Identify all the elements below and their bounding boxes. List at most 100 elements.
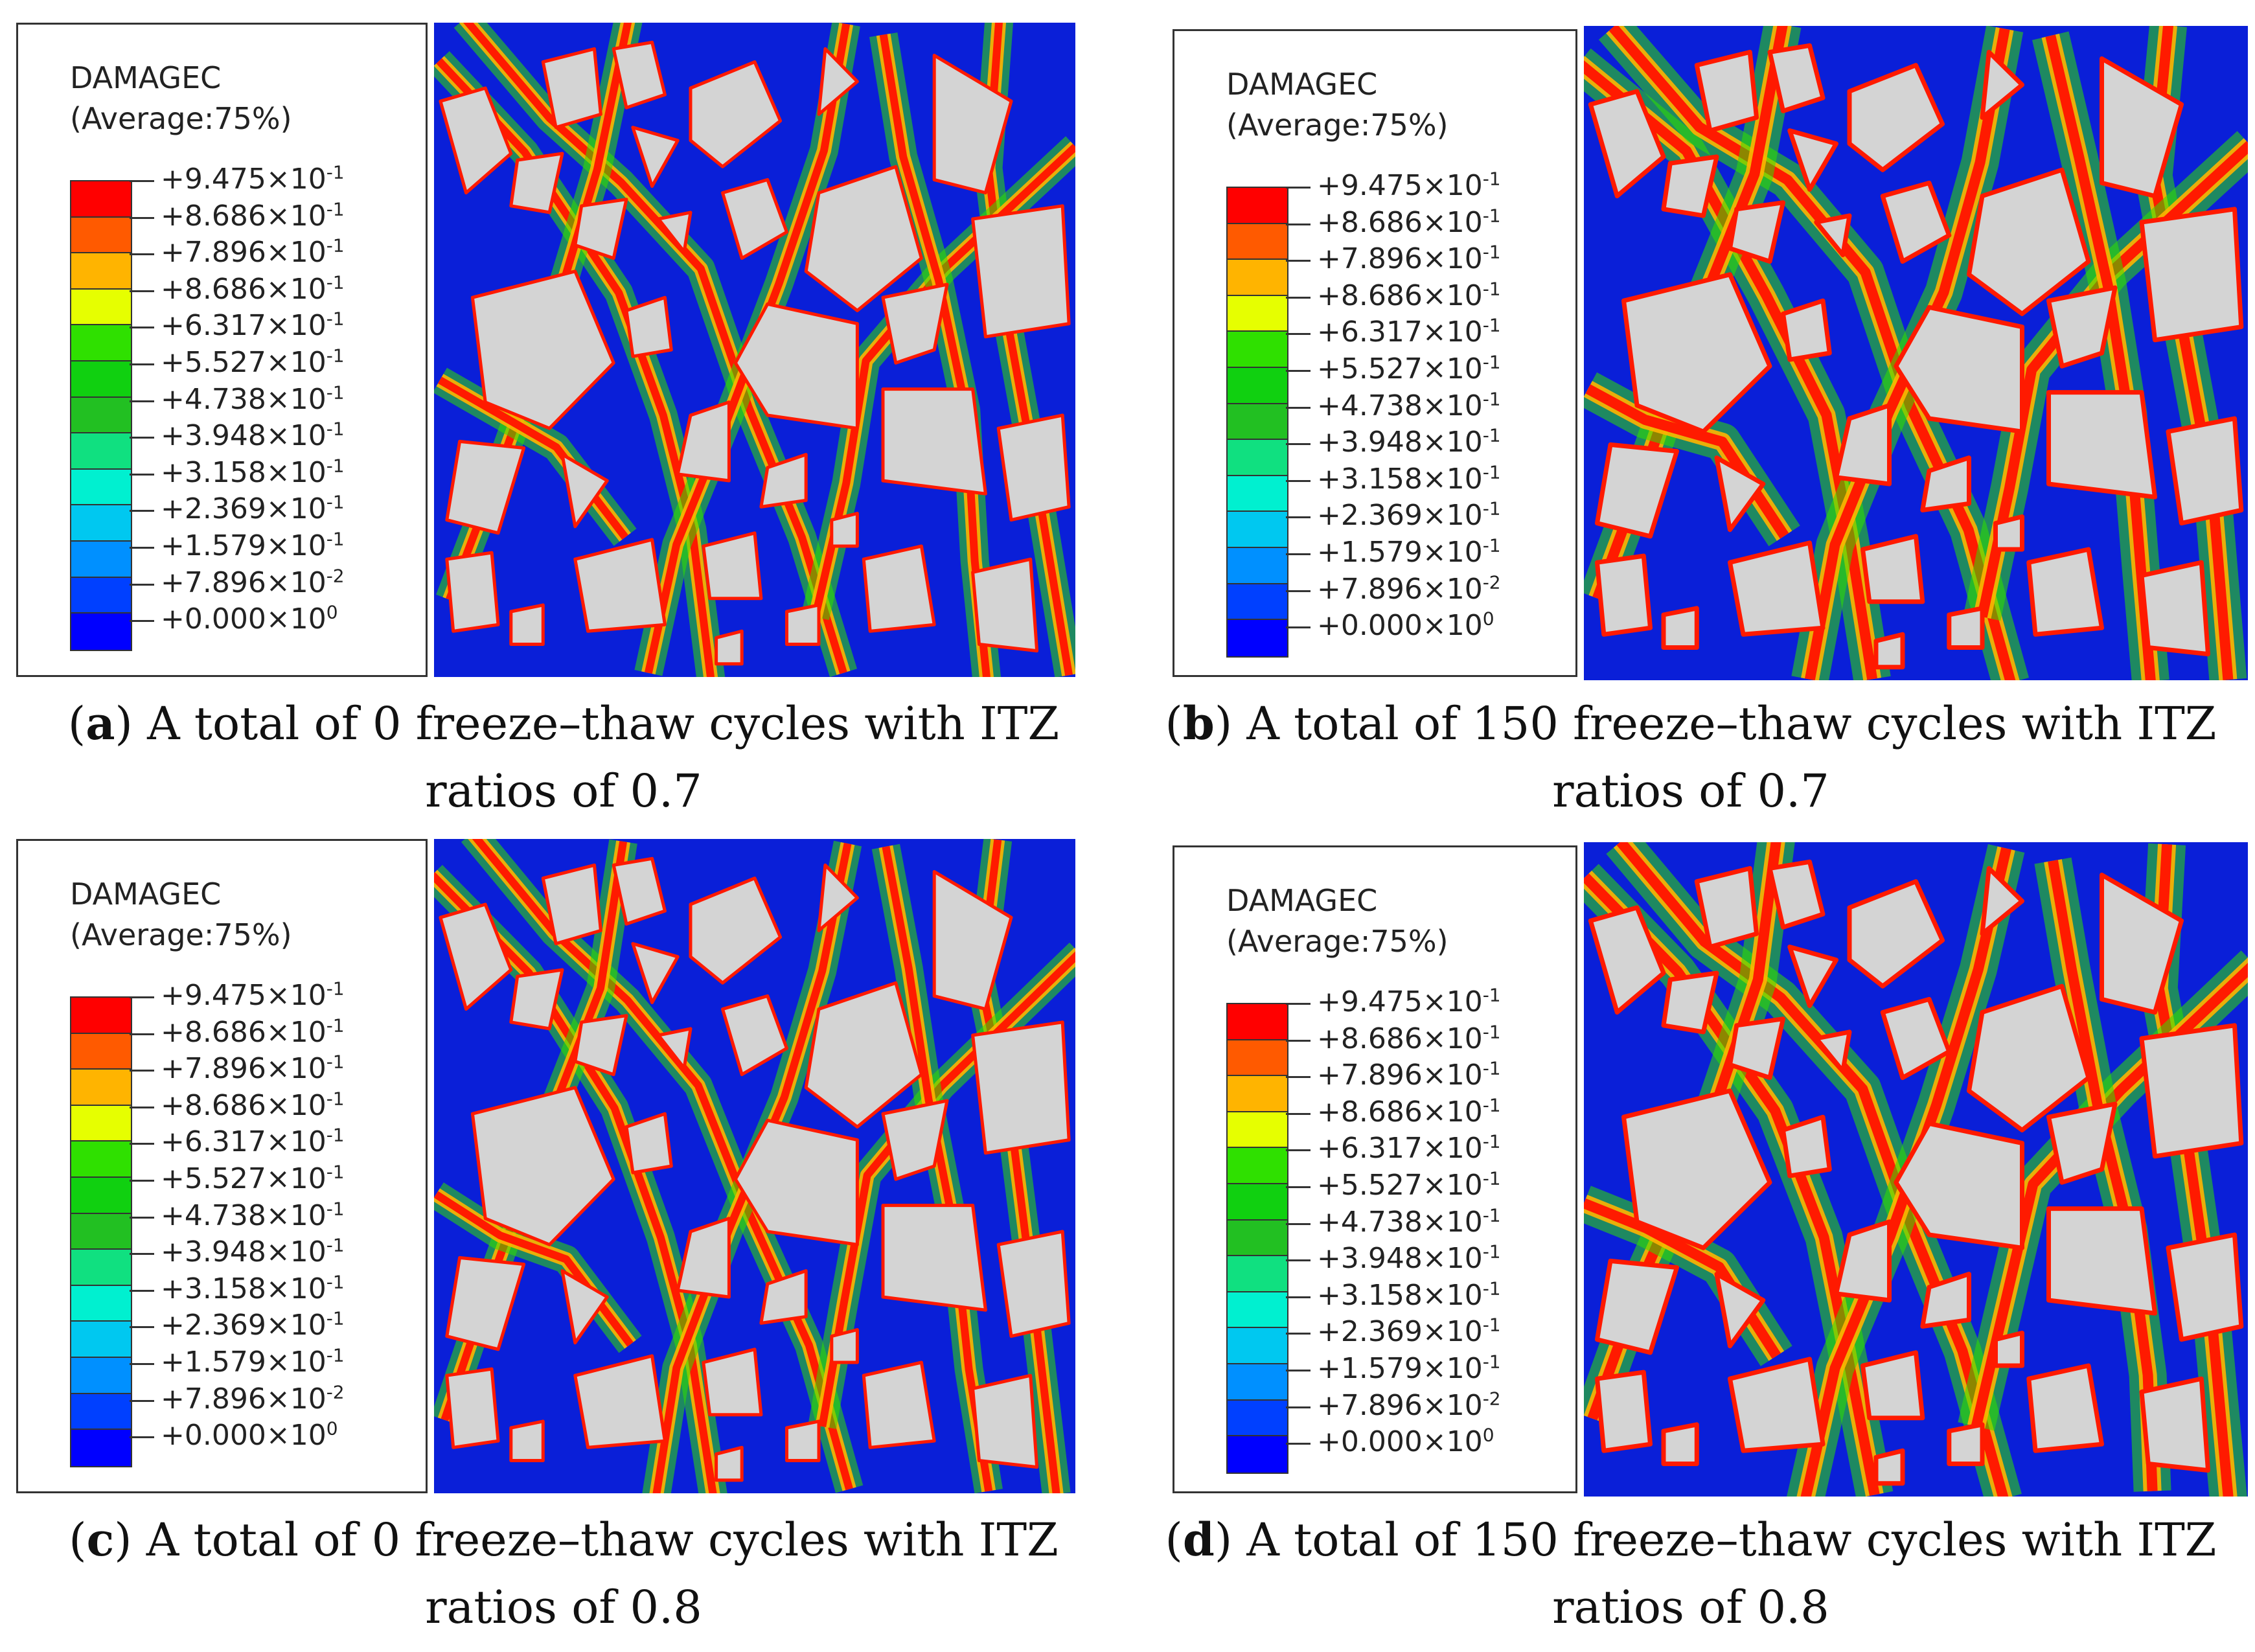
aggregate	[2046, 1206, 2157, 1316]
tick-mantissa: +7.896×10	[161, 1052, 326, 1086]
aggregate	[721, 994, 788, 1077]
aggregate	[971, 557, 1039, 653]
tick-mantissa: +4.738×10	[1317, 389, 1483, 422]
aggregate	[1993, 1331, 2024, 1368]
aggregate	[1621, 272, 1772, 434]
legend-tick: +6.317×10-1	[130, 309, 345, 342]
panel-d: DAMAGEC (Average:75%) +9.475×10-1 +8.686×10…	[1127, 826, 2254, 1652]
aggregate	[2046, 390, 2157, 499]
tick-exponent: -1	[326, 491, 345, 513]
aggregate	[1920, 455, 1971, 512]
aggregate	[2046, 1101, 2118, 1185]
tick-mark	[130, 1289, 154, 1292]
tick-mantissa: +7.896×10	[161, 1382, 326, 1416]
tick-mark	[130, 1033, 154, 1035]
tick-label: +6.317×10-1	[161, 309, 345, 342]
color-swatch	[71, 325, 131, 361]
tick-mark	[1286, 1003, 1311, 1005]
tick-label: +3.948×10-1	[1317, 426, 1501, 459]
legend-tick: +9.475×10-1	[130, 979, 345, 1012]
tick-mantissa: +4.738×10	[1317, 1205, 1483, 1239]
tick-mark	[130, 1216, 154, 1219]
caption-letter: b	[1182, 696, 1215, 750]
color-swatch	[1228, 547, 1287, 584]
tick-exponent: -2	[1482, 571, 1501, 593]
tick-label: +7.896×10-1	[161, 1052, 345, 1085]
tick-mark	[130, 510, 154, 512]
color-swatch	[1228, 1220, 1287, 1257]
aggregate	[1860, 534, 1925, 604]
caption-line-1: (a) A total of 0 freeze–thaw cycles with…	[67, 696, 1060, 750]
aggregate	[804, 981, 923, 1129]
tick-mark	[130, 180, 154, 182]
caption-letter: a	[86, 696, 115, 750]
tick-mantissa: +3.158×10	[1317, 462, 1483, 496]
legend-box: DAMAGEC (Average:75%) +9.475×10-1 +8.686×10…	[16, 23, 428, 677]
tick-mark	[130, 400, 154, 402]
color-swatch	[71, 433, 131, 470]
tick-mantissa: +8.686×10	[1317, 279, 1483, 312]
aggregate	[445, 439, 526, 535]
aggregate	[612, 856, 667, 926]
aggregate	[1595, 442, 1679, 539]
tick-label: +1.579×10-1	[1317, 536, 1501, 569]
tick-exponent: -1	[326, 455, 345, 477]
aggregate	[1967, 167, 2091, 316]
color-swatch	[71, 541, 131, 578]
aggregate	[1787, 945, 1838, 1008]
aggregate	[932, 54, 1013, 195]
tick-exponent: -1	[326, 1234, 345, 1256]
legend-tick: +6.317×10-1	[1286, 315, 1501, 349]
tick-mark	[130, 620, 154, 623]
legend-tick: +7.896×10-2	[130, 566, 345, 599]
aggregate	[573, 538, 667, 633]
aggregate	[689, 877, 783, 985]
tick-mantissa: +8.686×10	[161, 199, 326, 233]
tick-mark	[130, 583, 154, 586]
aggregate	[996, 413, 1071, 522]
tick-label: +4.738×10-1	[1317, 1206, 1501, 1239]
aggregate	[804, 165, 923, 312]
legend-tick: +7.896×10-2	[1286, 573, 1501, 606]
tick-exponent: -1	[326, 1161, 345, 1183]
legend-tick: +8.686×10-1	[130, 1016, 345, 1049]
tick-mantissa: +8.686×10	[161, 272, 326, 306]
tick-label: +1.579×10-1	[161, 1346, 345, 1379]
aggregate	[2166, 416, 2244, 526]
tick-mark	[1286, 1039, 1311, 1042]
tick-mantissa: +0.000×10	[1317, 609, 1483, 643]
tick-mantissa: +2.369×10	[161, 492, 326, 526]
tick-mark	[130, 1363, 154, 1365]
aggregate	[631, 126, 680, 188]
tick-exponent: -1	[326, 1088, 345, 1110]
color-swatch	[1228, 1292, 1287, 1329]
aggregate	[971, 1373, 1039, 1469]
aggregate	[560, 1269, 609, 1345]
legend-tick: +2.369×10-1	[1286, 1315, 1501, 1348]
legend-tick: +7.896×10-1	[1286, 242, 1501, 275]
tick-label: +5.527×10-1	[161, 1162, 345, 1195]
tick-exponent: 0	[1482, 608, 1494, 630]
aggregate	[932, 870, 1013, 1011]
caption-line-2: ratios of 0.8	[425, 1581, 702, 1634]
color-swatch	[71, 1322, 131, 1358]
tick-exponent: -1	[1482, 1094, 1501, 1116]
tick-label: +6.317×10-1	[1317, 315, 1501, 349]
caption-line-1: (b) A total of 150 freeze–thaw cycles wi…	[1165, 696, 2217, 750]
tick-exponent: -1	[1482, 168, 1501, 190]
legend-tick: +5.527×10-1	[130, 346, 345, 379]
aggregate	[1588, 89, 1666, 199]
legend-tick: +9.475×10-1	[130, 163, 345, 196]
tick-label: +6.317×10-1	[1317, 1132, 1501, 1165]
tick-exponent: -1	[1482, 1351, 1501, 1373]
legend-tick: +0.000×100	[130, 602, 338, 636]
aggregate	[1595, 1258, 1679, 1355]
tick-label: +0.000×100	[161, 1419, 338, 1452]
damage-band	[1616, 842, 2009, 1497]
tick-mark	[130, 1399, 154, 1402]
aggregate	[1847, 879, 1945, 989]
color-swatch	[1228, 224, 1287, 260]
aggregate	[445, 1367, 500, 1449]
tick-mantissa: +9.475×10	[1317, 985, 1483, 1018]
tick-exponent: -1	[326, 1197, 345, 1219]
